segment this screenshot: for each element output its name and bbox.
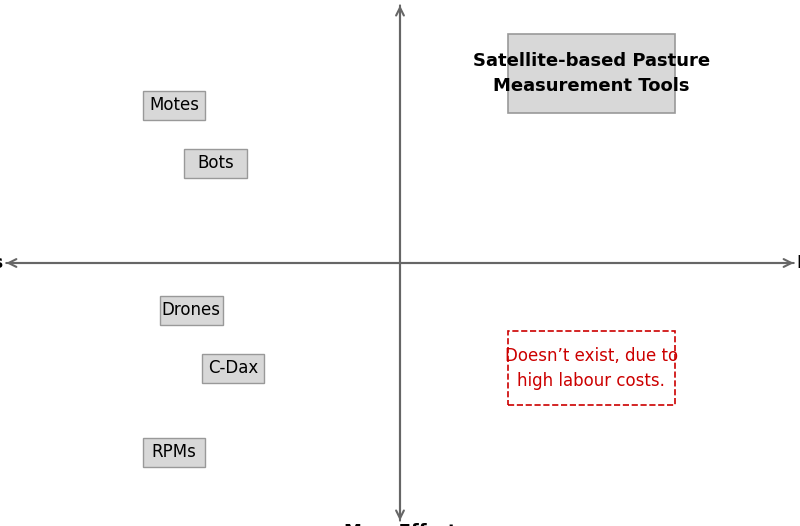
Text: Low Costs: Low Costs — [797, 254, 800, 272]
Text: Doesn’t exist, due to
high labour costs.: Doesn’t exist, due to high labour costs. — [505, 347, 678, 390]
Text: High Costs: High Costs — [0, 254, 3, 272]
FancyBboxPatch shape — [142, 438, 206, 467]
FancyBboxPatch shape — [160, 296, 222, 325]
FancyBboxPatch shape — [508, 331, 674, 405]
Text: Min. Effort: Min. Effort — [346, 0, 454, 3]
FancyBboxPatch shape — [142, 90, 206, 120]
Text: RPMs: RPMs — [151, 443, 196, 461]
FancyBboxPatch shape — [184, 149, 247, 177]
FancyBboxPatch shape — [508, 34, 674, 113]
Text: Motes: Motes — [149, 96, 199, 114]
Text: Max. Effort: Max. Effort — [344, 523, 456, 526]
Text: Bots: Bots — [198, 154, 234, 172]
FancyBboxPatch shape — [202, 354, 264, 383]
Text: C-Dax: C-Dax — [208, 359, 258, 377]
Text: Drones: Drones — [162, 301, 221, 319]
Text: Satellite-based Pasture
Measurement Tools: Satellite-based Pasture Measurement Tool… — [473, 52, 710, 95]
